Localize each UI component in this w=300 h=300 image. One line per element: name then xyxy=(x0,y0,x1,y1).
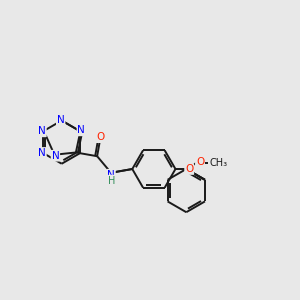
Text: N: N xyxy=(107,170,115,180)
Text: O: O xyxy=(185,164,193,174)
Text: CH₃: CH₃ xyxy=(210,158,228,167)
Text: N: N xyxy=(38,148,46,158)
Text: O: O xyxy=(96,132,104,142)
Text: O: O xyxy=(196,157,204,166)
Text: H: H xyxy=(108,176,116,186)
Text: N: N xyxy=(57,115,64,124)
Text: N: N xyxy=(77,125,85,135)
Text: N: N xyxy=(52,151,59,161)
Text: N: N xyxy=(38,126,46,136)
